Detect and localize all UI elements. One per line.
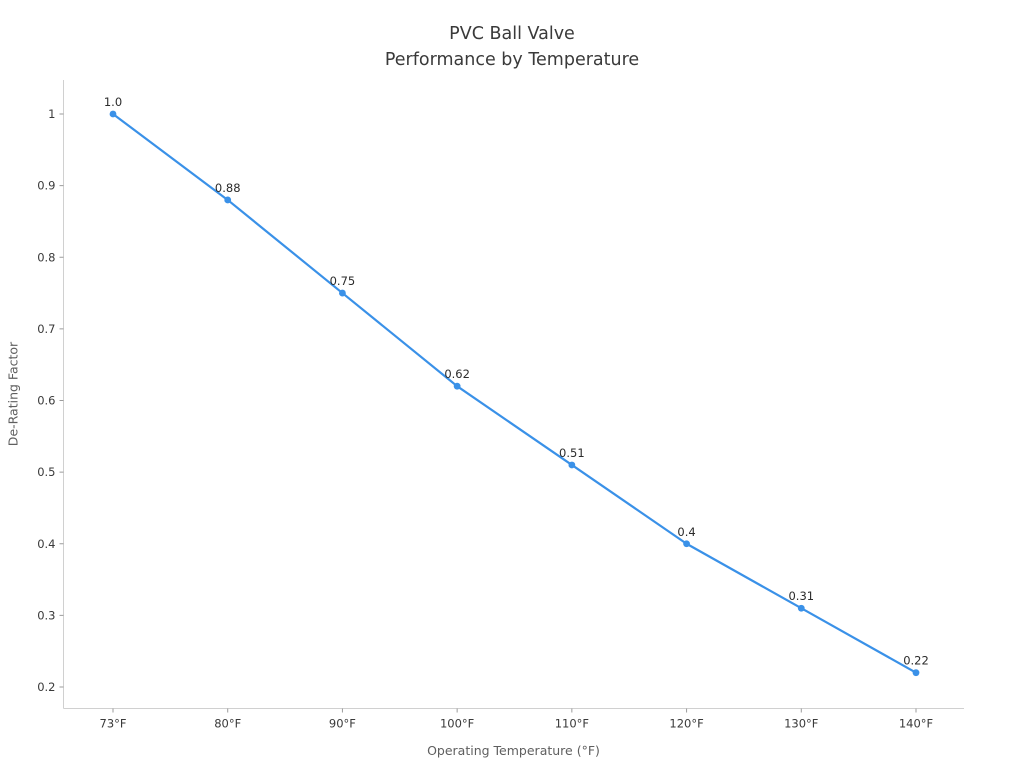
data-point (339, 289, 346, 297)
data-point-label: 0.75 (330, 274, 356, 288)
data-point-label: 1.0 (104, 95, 122, 109)
y-tick-label: 0.9 (37, 179, 55, 193)
data-point (568, 461, 576, 469)
y-tick-label: 0.2 (37, 680, 55, 694)
y-tick-label: 0.8 (37, 250, 55, 264)
x-tick-label: 80°F (214, 717, 241, 731)
data-point (797, 604, 805, 612)
data-point-label: 0.51 (559, 446, 585, 460)
data-point-label: 0.31 (788, 589, 814, 603)
data-point-label: 0.88 (215, 181, 241, 195)
chart-title-line1: PVC Ball Valve (449, 24, 575, 44)
y-tick-label: 0.3 (37, 608, 55, 622)
data-point-label: 0.4 (677, 525, 695, 539)
x-tick-label: 73°F (100, 717, 127, 731)
chart-title-line2: Performance by Temperature (384, 50, 640, 70)
data-point (109, 110, 117, 118)
x-tick-label: 120°F (669, 717, 703, 731)
x-tick-label: 140°F (899, 717, 933, 731)
data-point-label: 0.22 (903, 654, 929, 668)
y-axis-title: De-Rating Factor (5, 341, 21, 447)
x-tick-label: 100°F (440, 717, 474, 731)
y-tick-label: 1 (48, 107, 55, 121)
y-tick-label: 0.4 (37, 537, 55, 551)
x-axis-title: Operating Temperature (°F) (427, 743, 600, 758)
data-point (683, 540, 690, 548)
data-point (912, 669, 920, 677)
y-tick-label: 0.5 (37, 465, 55, 479)
chart-title: PVC Ball Valve Performance by Temperatur… (0, 21, 1024, 73)
data-point-label: 0.62 (444, 367, 470, 381)
y-tick-label: 0.7 (37, 322, 55, 336)
x-tick-label: 110°F (555, 717, 589, 731)
x-tick-label: 130°F (784, 717, 818, 731)
y-tick-label: 0.6 (37, 394, 55, 408)
data-line (111, 112, 918, 674)
data-point (224, 196, 232, 204)
data-point (453, 382, 461, 390)
x-tick-label: 90°F (329, 717, 356, 731)
